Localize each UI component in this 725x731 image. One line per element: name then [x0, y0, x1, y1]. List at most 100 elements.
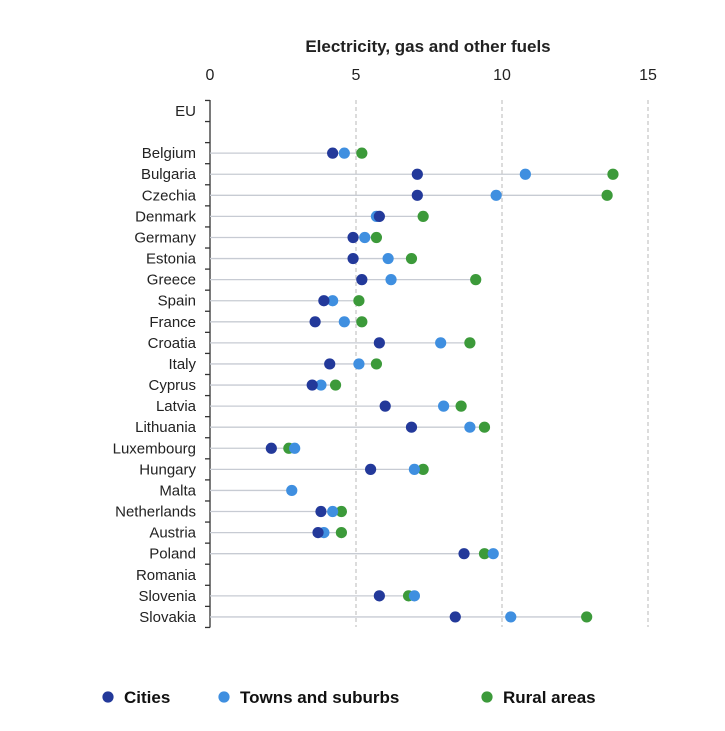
data-point	[405, 421, 418, 433]
data-point	[356, 147, 368, 159]
category-label: Estonia	[146, 251, 197, 268]
data-point	[464, 421, 476, 433]
data-point	[286, 484, 298, 497]
data-point	[405, 252, 418, 265]
data-point	[327, 505, 339, 518]
data-point	[478, 421, 491, 433]
x-tick-label: 15	[639, 67, 657, 84]
category-label: Czechia	[142, 187, 197, 204]
data-point	[417, 463, 429, 475]
x-axis-tick-labels: 0 5 10 15	[206, 67, 657, 84]
category-label: Latvia	[156, 398, 197, 415]
data-point	[379, 400, 391, 412]
category-label: Poland	[149, 546, 196, 563]
category-label: Spain	[158, 293, 196, 310]
data-point	[373, 210, 385, 222]
data-point	[601, 189, 613, 201]
category-label: Austria	[149, 525, 196, 542]
category-label: Belgium	[142, 145, 196, 162]
category-label: Croatia	[148, 335, 197, 352]
data-point	[335, 505, 347, 518]
data-point	[411, 168, 423, 180]
category-label: Malta	[159, 482, 196, 499]
data-point	[382, 252, 394, 265]
data-point	[265, 442, 277, 454]
data-point	[347, 252, 359, 265]
data-point	[490, 189, 502, 201]
gridlines	[355, 100, 649, 627]
category-label: Greece	[147, 272, 196, 289]
category-label: Denmark	[135, 208, 196, 225]
data-point	[335, 527, 347, 539]
data-point	[329, 379, 342, 391]
data-point	[408, 590, 420, 602]
data-point	[338, 316, 350, 328]
category-label: Netherlands	[115, 504, 196, 521]
data-point	[417, 210, 429, 222]
data-point	[324, 358, 336, 370]
data-point	[458, 548, 470, 560]
category-label: Romania	[136, 567, 197, 584]
data-point	[338, 147, 350, 159]
chart-title: Electricity, gas and other fuels	[305, 37, 550, 56]
category-label: Lithuania	[135, 419, 197, 436]
legend-marker	[102, 691, 114, 703]
data-point	[353, 358, 365, 370]
data-point	[385, 274, 397, 286]
data-point	[411, 189, 423, 201]
data-point	[435, 337, 447, 349]
x-tick-label: 5	[352, 67, 361, 84]
data-point	[312, 527, 324, 539]
data-point	[347, 231, 359, 244]
x-tick-label: 10	[493, 67, 511, 84]
data-point	[318, 295, 330, 307]
data-point	[464, 337, 476, 349]
category-label: Slovakia	[139, 609, 196, 626]
data-point	[289, 442, 301, 454]
data-points	[265, 147, 619, 623]
category-label: Hungary	[139, 461, 196, 478]
category-label: Luxembourg	[113, 440, 196, 457]
legend-label: Cities	[124, 688, 170, 707]
data-point	[327, 147, 339, 159]
data-point	[487, 548, 499, 560]
data-point	[455, 400, 467, 412]
data-point	[327, 295, 339, 307]
data-point	[315, 379, 327, 391]
category-label: France	[149, 314, 196, 331]
data-point	[365, 463, 377, 475]
category-label: Italy	[168, 356, 196, 373]
y-axis: EU Belgium Bulgaria Czechia Denmark Germany Es…	[113, 99, 211, 629]
data-point	[607, 168, 619, 180]
data-point	[449, 611, 461, 623]
data-point	[373, 590, 385, 602]
data-point	[408, 463, 420, 475]
data-point	[356, 274, 368, 286]
data-point	[505, 611, 517, 623]
data-point	[370, 231, 383, 244]
category-label: Cyprus	[148, 377, 196, 394]
data-point	[373, 337, 385, 349]
legend-marker	[481, 691, 493, 703]
data-point	[306, 379, 318, 391]
data-point	[581, 611, 593, 623]
legend: Cities Towns and suburbs Rural areas	[102, 688, 596, 707]
x-tick-label: 0	[206, 67, 215, 84]
data-point	[315, 505, 327, 518]
data-point	[309, 316, 321, 328]
connector-lines	[210, 152, 613, 618]
category-label: Slovenia	[138, 588, 196, 605]
category-label: EU	[175, 103, 196, 120]
category-label: Germany	[134, 229, 196, 246]
data-point	[438, 400, 450, 412]
legend-label: Towns and suburbs	[240, 688, 399, 707]
data-point	[359, 231, 371, 244]
data-point	[478, 548, 491, 560]
data-point	[356, 316, 368, 328]
data-point	[370, 358, 383, 370]
legend-label: Rural areas	[503, 688, 596, 707]
data-point	[470, 274, 482, 286]
data-point	[519, 168, 531, 180]
category-label: Bulgaria	[141, 166, 197, 183]
